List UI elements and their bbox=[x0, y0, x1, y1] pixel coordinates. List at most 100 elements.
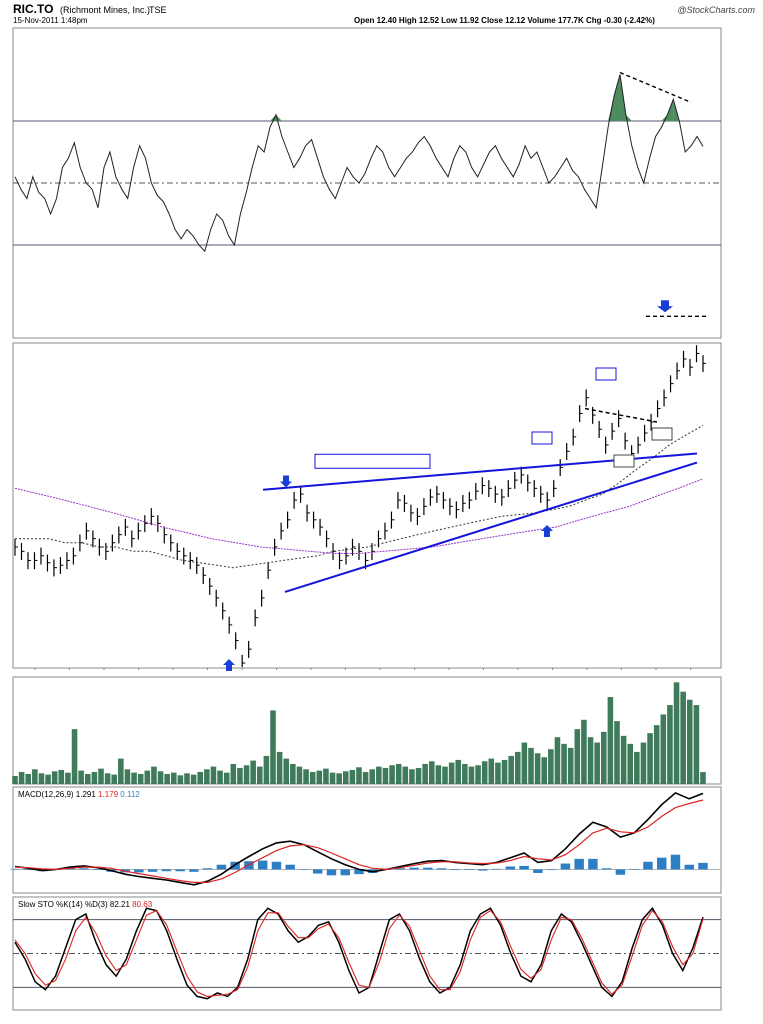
volume-bar bbox=[342, 771, 349, 784]
volume-bar bbox=[455, 759, 462, 784]
rsi-overbought-fill bbox=[667, 99, 674, 121]
volume-bar bbox=[71, 729, 78, 784]
wedge-start-arrow bbox=[280, 475, 292, 488]
volume-bar bbox=[389, 765, 395, 784]
exchange-label: TSE bbox=[149, 5, 167, 15]
stoch-series-line bbox=[14, 907, 704, 1000]
rsi-line bbox=[14, 74, 704, 253]
volume-bar bbox=[495, 762, 501, 784]
volume-bar bbox=[45, 774, 51, 784]
volume-bar bbox=[78, 770, 84, 784]
volume-bar bbox=[144, 770, 151, 784]
volume-bar bbox=[521, 742, 528, 784]
price-panel-frame bbox=[12, 342, 722, 669]
stoch-legend: Slow STO %K(14) %D(3) 82.21 80.63 bbox=[18, 900, 153, 909]
symbol-label: RIC.TO bbox=[13, 2, 53, 16]
bo-label-2 bbox=[595, 367, 617, 381]
volume-bar bbox=[534, 753, 541, 784]
rsi-overbought-fill bbox=[270, 114, 276, 121]
moving-average-line bbox=[14, 478, 704, 554]
macd-histogram-bar bbox=[134, 869, 144, 873]
quote-line: Open 12.40 High 12.52 Low 11.92 Close 12… bbox=[354, 16, 655, 25]
bo-label-1 bbox=[531, 431, 553, 445]
volume-bar bbox=[170, 772, 177, 784]
volume-bar bbox=[382, 767, 389, 784]
volume-bar bbox=[660, 714, 667, 784]
volume-bar bbox=[250, 760, 256, 784]
macd-histogram-bar bbox=[92, 869, 103, 871]
macd-histogram-bar bbox=[519, 865, 529, 870]
volume-bar bbox=[673, 682, 680, 784]
rsi-divergence-line bbox=[619, 71, 692, 104]
company-label: (Richmont Mines, Inc.) bbox=[60, 5, 150, 15]
macd-histogram-bar bbox=[643, 861, 653, 870]
macd-histogram-bar bbox=[478, 869, 488, 871]
volume-bar bbox=[190, 774, 197, 784]
volume-bar bbox=[395, 763, 402, 784]
volume-bar bbox=[634, 751, 640, 784]
volume-bar bbox=[230, 763, 237, 784]
macd-histogram-bar bbox=[615, 869, 626, 875]
macd-histogram-bar bbox=[395, 868, 406, 870]
macd-histogram-bar bbox=[189, 869, 199, 872]
volume-bar bbox=[541, 757, 548, 784]
macd-histogram-bar bbox=[10, 868, 20, 870]
bottom-up-arrow bbox=[223, 659, 235, 671]
macd-histogram-bar bbox=[670, 854, 681, 870]
volume-bar bbox=[581, 719, 587, 784]
macd-histogram-bar bbox=[491, 868, 502, 870]
volume-bar bbox=[137, 773, 144, 784]
volume-bar bbox=[693, 705, 700, 784]
macd-histogram-bar bbox=[409, 867, 419, 870]
volume-bar bbox=[501, 759, 508, 784]
macd-legend-part: 0.112 bbox=[118, 790, 140, 799]
date-label: 15-Nov-2011 1:48pm bbox=[13, 16, 88, 25]
volume-bar bbox=[415, 767, 422, 784]
macd-histogram-bar bbox=[202, 868, 213, 870]
volume-bar bbox=[177, 775, 184, 784]
wedge-label-box bbox=[314, 453, 431, 469]
volume-bar bbox=[98, 768, 104, 784]
volume-bar bbox=[296, 766, 303, 784]
macd-histogram-bar bbox=[629, 869, 639, 870]
macd-histogram-bar bbox=[161, 869, 172, 872]
volume-bar bbox=[32, 769, 38, 784]
volume-bar bbox=[65, 772, 71, 784]
macd-histogram-bar bbox=[354, 869, 364, 875]
volume-bar bbox=[614, 721, 620, 784]
volume-bar bbox=[84, 773, 91, 784]
volume-bar bbox=[38, 773, 45, 784]
volume-bar bbox=[402, 766, 409, 784]
breakout-up-arrow bbox=[541, 525, 553, 538]
volume-bar bbox=[528, 747, 534, 784]
macd-panel-frame bbox=[12, 786, 722, 894]
macd-histogram-bar bbox=[147, 869, 158, 872]
volume-bar bbox=[309, 771, 316, 784]
volume-bar bbox=[620, 735, 627, 784]
volume-bar bbox=[587, 737, 594, 784]
volume-bar bbox=[237, 767, 243, 784]
volume-bar bbox=[18, 771, 25, 784]
macd-histogram-bar bbox=[505, 866, 516, 870]
volume-bar bbox=[256, 766, 263, 784]
volume-bar bbox=[323, 768, 329, 784]
macd-histogram-bar bbox=[601, 868, 612, 870]
macd-histogram-bar bbox=[450, 869, 461, 871]
stoch-legend-part: 80.63 bbox=[130, 900, 153, 909]
volume-bar bbox=[283, 758, 290, 784]
volume-bar bbox=[700, 772, 706, 784]
volume-bar bbox=[428, 761, 435, 784]
volume-bar bbox=[104, 773, 111, 784]
volume-bar bbox=[369, 769, 376, 784]
volume-bar bbox=[303, 769, 309, 784]
volume-bar bbox=[686, 699, 693, 784]
volume-bar bbox=[124, 769, 131, 784]
volume-bar bbox=[210, 766, 217, 784]
volume-bar bbox=[217, 770, 223, 784]
macd-histogram-bar bbox=[436, 868, 447, 870]
volume-bar bbox=[349, 769, 356, 784]
stoch-legend-part: 82.21 bbox=[108, 900, 131, 909]
stoch-series-line bbox=[14, 909, 704, 997]
